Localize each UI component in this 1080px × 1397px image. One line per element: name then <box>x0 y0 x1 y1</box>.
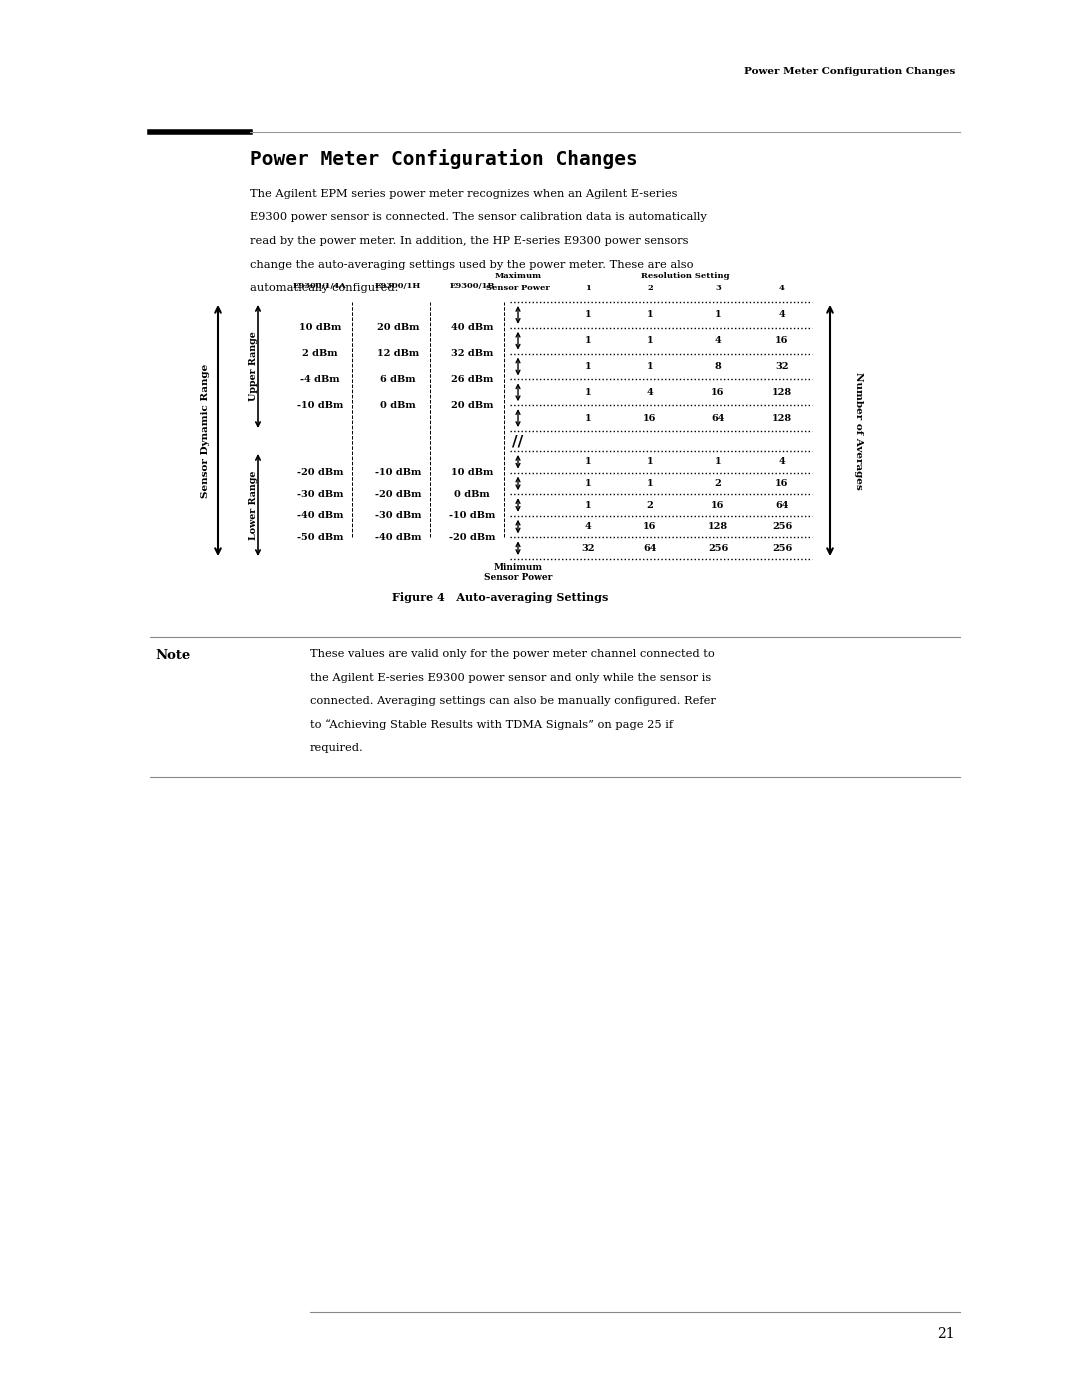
Text: 64: 64 <box>712 414 725 423</box>
Text: Resolution Setting: Resolution Setting <box>640 272 729 279</box>
Text: 21: 21 <box>937 1327 955 1341</box>
Text: 1: 1 <box>715 310 721 320</box>
Text: 1: 1 <box>584 388 592 397</box>
Text: 256: 256 <box>772 522 792 531</box>
Text: 0 dBm: 0 dBm <box>454 490 490 499</box>
Text: Sensor Dynamic Range: Sensor Dynamic Range <box>201 363 210 497</box>
Text: 10 dBm: 10 dBm <box>299 323 341 332</box>
Text: 1: 1 <box>584 457 592 467</box>
Text: 64: 64 <box>775 500 788 510</box>
Text: E9300/1B: E9300/1B <box>449 282 495 291</box>
Text: 1: 1 <box>584 500 592 510</box>
Text: 256: 256 <box>707 543 728 553</box>
Text: 256: 256 <box>772 543 792 553</box>
Text: 4: 4 <box>779 457 785 467</box>
Text: -20 dBm: -20 dBm <box>375 490 421 499</box>
Text: -50 dBm: -50 dBm <box>297 532 343 542</box>
Text: -20 dBm: -20 dBm <box>449 532 496 542</box>
Text: 1: 1 <box>584 310 592 320</box>
Text: 1: 1 <box>647 362 653 372</box>
Text: Number of Averages: Number of Averages <box>853 372 863 489</box>
Text: connected. Averaging settings can also be manually configured. Refer: connected. Averaging settings can also b… <box>310 696 716 705</box>
Text: 4: 4 <box>779 310 785 320</box>
Text: 16: 16 <box>712 388 725 397</box>
Text: -10 dBm: -10 dBm <box>449 511 496 520</box>
Text: change the auto-averaging settings used by the power meter. These are also: change the auto-averaging settings used … <box>249 260 693 270</box>
Text: 4: 4 <box>715 337 721 345</box>
Text: E9300/1H: E9300/1H <box>375 282 421 291</box>
Text: 0 dBm: 0 dBm <box>380 401 416 409</box>
Text: -10 dBm: -10 dBm <box>375 468 421 478</box>
Text: 1: 1 <box>585 284 591 292</box>
Text: 4: 4 <box>584 522 592 531</box>
Text: Minimum
Sensor Power: Minimum Sensor Power <box>484 563 552 583</box>
Text: -10 dBm: -10 dBm <box>297 401 343 409</box>
Text: -30 dBm: -30 dBm <box>297 490 343 499</box>
Text: to “Achieving Stable Results with TDMA Signals” on page 25 if: to “Achieving Stable Results with TDMA S… <box>310 719 673 731</box>
Text: 2 dBm: 2 dBm <box>302 349 338 358</box>
Text: read by the power meter. In addition, the HP E-series E9300 power sensors: read by the power meter. In addition, th… <box>249 236 689 246</box>
Text: Sensor Power: Sensor Power <box>486 284 550 292</box>
Text: 10 dBm: 10 dBm <box>450 468 494 478</box>
Text: 1: 1 <box>584 337 592 345</box>
Text: 16: 16 <box>644 414 657 423</box>
Text: 8: 8 <box>715 362 721 372</box>
Text: 20 dBm: 20 dBm <box>450 401 494 409</box>
Text: E9300 power sensor is connected. The sensor calibration data is automatically: E9300 power sensor is connected. The sen… <box>249 212 706 222</box>
Text: 16: 16 <box>775 479 788 488</box>
Text: 64: 64 <box>644 543 657 553</box>
Text: 1: 1 <box>584 414 592 423</box>
Text: Upper Range: Upper Range <box>249 331 258 401</box>
Text: Note: Note <box>156 650 190 662</box>
Text: The Agilent EPM series power meter recognizes when an Agilent E-series: The Agilent EPM series power meter recog… <box>249 189 677 198</box>
Text: the Agilent E-series E9300 power sensor and only while the sensor is: the Agilent E-series E9300 power sensor … <box>310 672 712 683</box>
Text: required.: required. <box>310 743 364 753</box>
Text: 1: 1 <box>647 337 653 345</box>
Text: //: // <box>512 434 524 448</box>
Text: Figure 4   Auto-averaging Settings: Figure 4 Auto-averaging Settings <box>392 592 608 604</box>
Text: 1: 1 <box>584 362 592 372</box>
Text: 32: 32 <box>581 543 595 553</box>
Text: 32 dBm: 32 dBm <box>450 349 494 358</box>
Text: 4: 4 <box>647 388 653 397</box>
Text: These values are valid only for the power meter channel connected to: These values are valid only for the powe… <box>310 650 715 659</box>
Text: 12 dBm: 12 dBm <box>377 349 419 358</box>
Text: 2: 2 <box>715 479 721 488</box>
Text: 3: 3 <box>715 284 720 292</box>
Text: E9300/1/4A: E9300/1/4A <box>293 282 347 291</box>
Text: 20 dBm: 20 dBm <box>377 323 419 332</box>
Text: 16: 16 <box>712 500 725 510</box>
Text: 1: 1 <box>647 479 653 488</box>
Text: 1: 1 <box>647 457 653 467</box>
Text: -40 dBm: -40 dBm <box>297 511 343 520</box>
Text: 128: 128 <box>772 388 792 397</box>
Text: -4 dBm: -4 dBm <box>300 374 340 384</box>
Text: 16: 16 <box>775 337 788 345</box>
Text: 26 dBm: 26 dBm <box>450 374 494 384</box>
Text: 2: 2 <box>647 500 653 510</box>
Text: -30 dBm: -30 dBm <box>375 511 421 520</box>
Text: 128: 128 <box>772 414 792 423</box>
Text: 128: 128 <box>707 522 728 531</box>
Text: Power Meter Configuration Changes: Power Meter Configuration Changes <box>249 149 638 169</box>
Text: 1: 1 <box>584 479 592 488</box>
Text: -40 dBm: -40 dBm <box>375 532 421 542</box>
Text: Lower Range: Lower Range <box>249 471 258 539</box>
Text: 2: 2 <box>647 284 653 292</box>
Text: 1: 1 <box>647 310 653 320</box>
Text: 16: 16 <box>644 522 657 531</box>
Text: 40 dBm: 40 dBm <box>450 323 494 332</box>
Text: Power Meter Configuration Changes: Power Meter Configuration Changes <box>744 67 955 75</box>
Text: 1: 1 <box>715 457 721 467</box>
Text: automatically configured.: automatically configured. <box>249 284 399 293</box>
Text: 4: 4 <box>779 284 785 292</box>
Text: 6 dBm: 6 dBm <box>380 374 416 384</box>
Text: 32: 32 <box>775 362 788 372</box>
Text: -20 dBm: -20 dBm <box>297 468 343 478</box>
Text: Maximum: Maximum <box>495 272 541 279</box>
